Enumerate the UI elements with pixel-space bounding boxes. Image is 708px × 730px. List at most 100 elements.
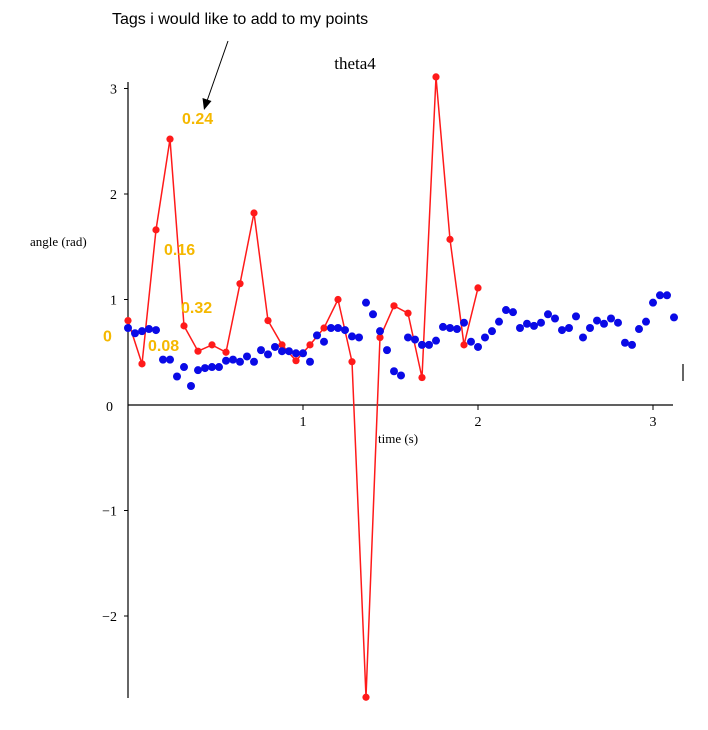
blue-point [530, 321, 538, 330]
blue-point [124, 323, 132, 332]
red-point [222, 348, 230, 356]
blue-point [320, 337, 328, 346]
blue-point [208, 363, 216, 372]
x-tick-label: 1 [300, 415, 307, 430]
blue-point [474, 342, 482, 351]
red-point [362, 693, 370, 701]
blue-point [397, 371, 405, 380]
blue-point [138, 327, 146, 336]
blue-point [131, 329, 139, 338]
blue-point [432, 336, 440, 345]
blue-point [243, 352, 251, 361]
y-tick-label: 3 [110, 83, 117, 98]
blue-point [495, 317, 503, 326]
y-tick-label: 0 [106, 400, 113, 415]
point-tags: 0 0.08 0.16 0.24 0.32 [103, 111, 213, 355]
red-point [138, 360, 146, 368]
red-point [432, 73, 440, 81]
blue-point [586, 323, 594, 332]
red-point [418, 373, 426, 382]
blue-point [579, 333, 587, 342]
blue-point [166, 355, 174, 364]
blue-point [369, 310, 377, 319]
blue-point [663, 291, 671, 300]
blue-point [159, 355, 167, 364]
y-tick-label: 1 [110, 294, 117, 309]
blue-point [334, 323, 342, 332]
point-tag: 0.24 [182, 111, 213, 128]
blue-point [635, 325, 643, 334]
red-point [124, 317, 132, 325]
blue-point [565, 323, 573, 332]
red-point [152, 226, 160, 234]
blue-point [180, 363, 188, 372]
blue-point [341, 326, 349, 335]
blue-point [152, 326, 160, 335]
blue-point [292, 349, 300, 358]
blue-point [236, 357, 244, 366]
red-point [194, 347, 202, 355]
blue-point [523, 319, 531, 328]
red-point [320, 324, 328, 332]
red-point [264, 317, 272, 325]
blue-point [278, 347, 286, 356]
red-point [292, 357, 300, 365]
red-point [460, 341, 468, 349]
y-axis-label: angle (rad) [30, 234, 87, 249]
blue-point [551, 314, 559, 323]
blue-point [271, 342, 279, 351]
blue-point [215, 363, 223, 372]
blue-point [467, 337, 475, 346]
red-point [474, 284, 482, 292]
red-point [446, 235, 454, 243]
blue-point [593, 316, 601, 325]
blue-point [544, 310, 552, 319]
blue-point [418, 340, 426, 349]
annotation-note: Tags i would like to add to my points [112, 11, 368, 28]
x-tick-label: 2 [475, 415, 482, 430]
blue-point [257, 346, 265, 355]
blue-point [348, 332, 356, 341]
blue-point [229, 355, 237, 364]
red-point [236, 280, 244, 288]
blue-point [509, 308, 517, 317]
blue-point [656, 291, 664, 300]
blue-point [404, 333, 412, 342]
blue-point [411, 335, 419, 344]
blue-point [390, 367, 398, 376]
blue-point [194, 366, 202, 375]
blue-point [383, 346, 391, 355]
blue-point [607, 314, 615, 323]
blue-point [187, 382, 195, 391]
blue-point [614, 318, 622, 327]
red-series [124, 73, 482, 701]
red-point [348, 358, 356, 366]
blue-point [299, 349, 307, 358]
x-axis-label: time (s) [378, 431, 418, 446]
blue-point [173, 372, 181, 381]
blue-point [502, 306, 510, 315]
point-tag: 0.08 [148, 338, 179, 355]
blue-point [306, 357, 314, 366]
blue-point [488, 327, 496, 336]
blue-point [453, 325, 461, 334]
red-point [376, 333, 384, 342]
blue-point [250, 357, 258, 366]
y-tick-label: −2 [102, 610, 117, 625]
y-tick-label: −1 [102, 505, 117, 520]
blue-point [376, 327, 384, 336]
blue-point [327, 323, 335, 332]
blue-series [124, 291, 678, 391]
blue-point [285, 347, 293, 356]
blue-point [670, 313, 678, 322]
red-point [390, 302, 398, 310]
point-tag: 0.32 [181, 300, 212, 317]
red-point [404, 309, 412, 317]
blue-point [439, 322, 447, 331]
red-point [306, 341, 314, 349]
blue-point [355, 333, 363, 342]
blue-point [516, 323, 524, 332]
blue-point [572, 312, 580, 321]
blue-point [446, 323, 454, 332]
